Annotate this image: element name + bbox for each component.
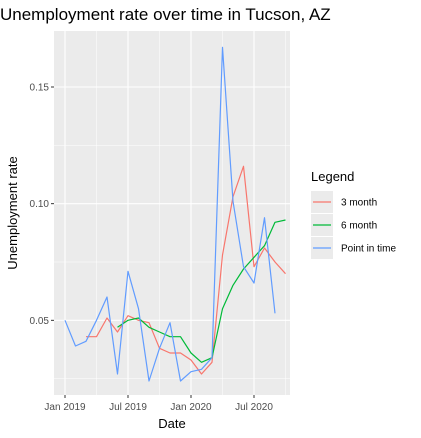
series-lines xyxy=(64,46,286,382)
y-tick-label: 0.15 xyxy=(30,83,50,94)
series-line-3-month xyxy=(86,165,286,375)
legend-label: 6 month xyxy=(341,221,377,232)
x-tick-label: Jan 2020 xyxy=(170,402,212,413)
x-tick-label: Jul 2019 xyxy=(109,402,147,413)
series-line-point-in-time xyxy=(64,46,276,382)
plot-panel xyxy=(54,31,290,395)
x-tick-label: Jan 2019 xyxy=(44,402,86,413)
x-axis-title: Date xyxy=(158,416,185,431)
gridlines xyxy=(54,31,290,395)
y-axis-title: Unemployment rate xyxy=(5,156,20,269)
x-tick-label: Jul 2020 xyxy=(235,402,273,413)
legend-title: Legend xyxy=(311,169,354,184)
legend: Legend 3 month 6 month Point in time xyxy=(311,169,396,259)
series-line-6-month xyxy=(117,219,286,363)
chart-title: Unemployment rate over time in Tucson, A… xyxy=(0,5,331,24)
legend-label: Point in time xyxy=(341,244,396,255)
legend-label: 3 month xyxy=(341,198,377,209)
y-tick-label: 0.05 xyxy=(30,316,50,327)
y-tick-label: 0.10 xyxy=(30,199,50,210)
axes: 0.05 0.10 0.15 Jan 2019 Jul 2019 Jan 2020 Jul … xyxy=(30,83,274,414)
